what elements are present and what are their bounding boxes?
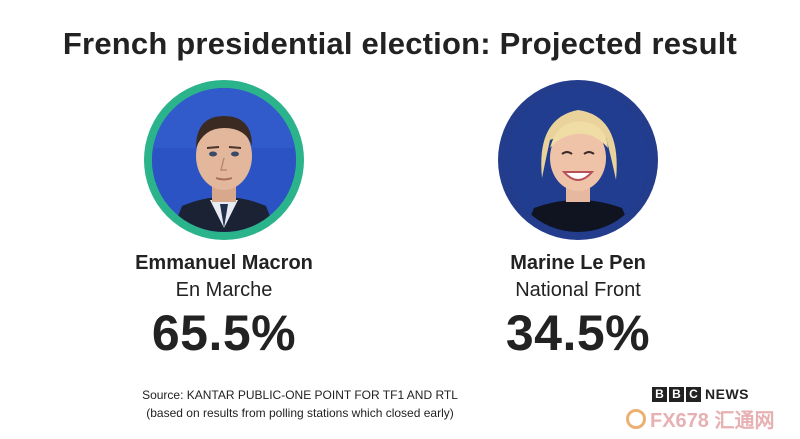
source-detail-line: (based on results from polling stations … xyxy=(146,406,454,420)
source-line: Source: KANTAR PUBLIC-ONE POINT FOR TF1 … xyxy=(142,388,458,402)
bbc-news-wordmark: NEWS xyxy=(705,386,749,402)
bbc-logo-block: B xyxy=(669,386,684,402)
bbc-news-logo: B B C NEWS xyxy=(652,386,749,402)
candidate-party: En Marche xyxy=(175,279,273,301)
candidate-name: Emmanuel Macron xyxy=(135,252,313,274)
lepen-portrait xyxy=(498,80,658,240)
watermark: FX678 汇通网 xyxy=(626,404,774,433)
candidate-lepen: Marine Le Pen National Front 34.5% xyxy=(448,80,708,362)
watermark-text: FX678 汇通网 xyxy=(650,410,775,432)
macron-portrait-image xyxy=(152,88,296,232)
candidate-name: Marine Le Pen xyxy=(510,252,646,274)
candidate-party: National Front xyxy=(515,279,641,301)
candidate-percent: 34.5% xyxy=(505,305,651,361)
page-title: French presidential election: Projected … xyxy=(62,26,738,61)
candidate-macron: Emmanuel Macron En Marche 65.5% xyxy=(94,80,354,362)
lepen-portrait-image xyxy=(506,88,650,232)
macron-portrait xyxy=(144,80,304,240)
bbc-logo-block: B xyxy=(652,386,667,402)
bbc-logo-block: C xyxy=(686,386,701,402)
candidate-percent: 65.5% xyxy=(151,305,297,361)
watermark-logo-icon xyxy=(626,408,646,429)
source-note: Source: KANTAR PUBLIC-ONE POINT FOR TF1 … xyxy=(80,386,520,422)
